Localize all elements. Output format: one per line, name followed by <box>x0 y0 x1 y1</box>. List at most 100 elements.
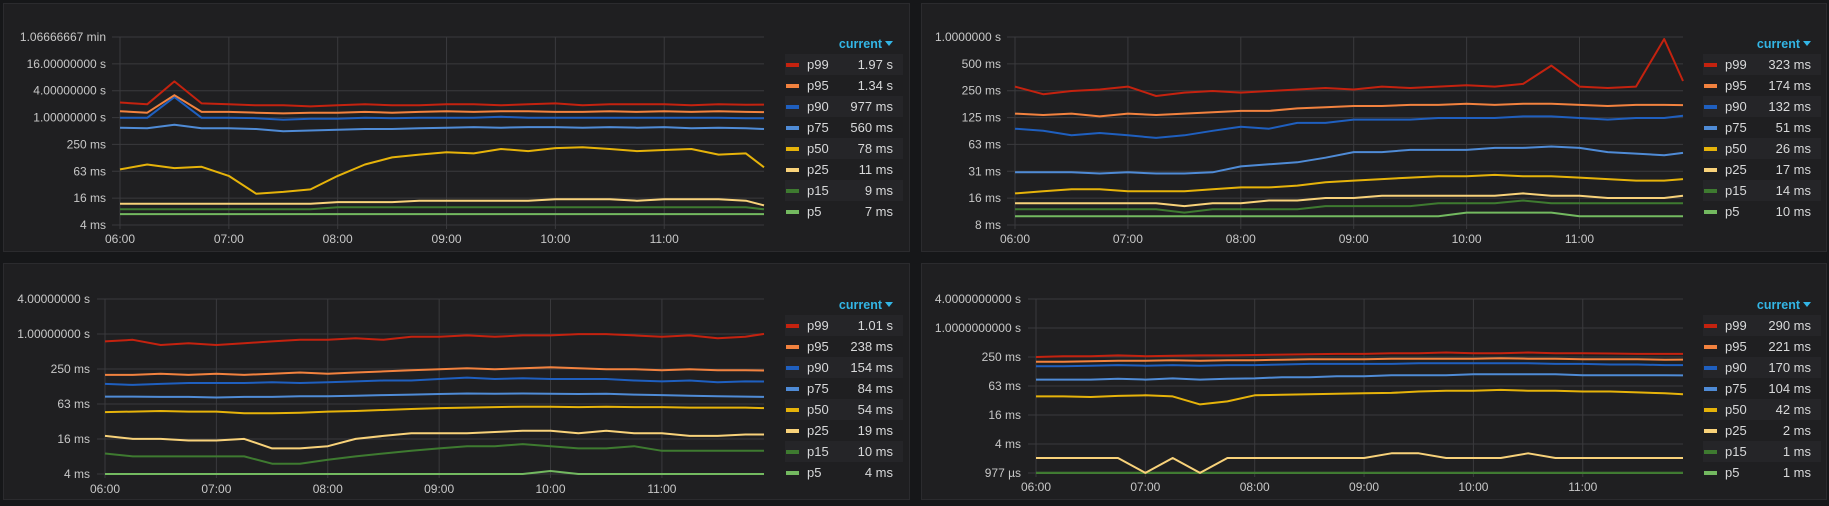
legend-series-name: p15 <box>807 183 829 198</box>
legend-current-value: 78 ms <box>857 141 893 156</box>
legend-item-p90[interactable]: p90 154 ms <box>785 357 903 378</box>
y-tick-label: 16 ms <box>73 191 106 205</box>
legend-item-p95[interactable]: p95 174 ms <box>1703 75 1821 96</box>
legend-item-p15[interactable]: p15 14 ms <box>1703 180 1821 201</box>
legend-sort-current-button[interactable]: current <box>785 295 903 315</box>
legend-item-p25[interactable]: p25 17 ms <box>1703 159 1821 180</box>
legend-item-p99[interactable]: p99 1.01 s <box>785 315 903 336</box>
x-tick-label: 06:00 <box>1021 480 1051 494</box>
legend-current-value: 10 ms <box>857 444 893 459</box>
y-tick-label: 1.0000000000 s <box>935 321 1021 335</box>
series-color-swatch-icon <box>786 470 799 475</box>
series-line-p25 <box>104 429 764 450</box>
y-tick-label: 16 ms <box>968 191 1001 205</box>
legend-item-p5[interactable]: p5 7 ms <box>785 201 903 222</box>
legend-item-p90[interactable]: p90 132 ms <box>1703 96 1821 117</box>
y-tick-label: 4 ms <box>80 218 106 232</box>
series-line-p99 <box>104 332 765 346</box>
series-line-p99 <box>119 80 765 108</box>
x-tick-label: 11:00 <box>1568 480 1597 494</box>
series-line-p50 <box>104 405 765 415</box>
series-color-swatch-icon <box>786 167 799 172</box>
legend-item-p50[interactable]: p50 54 ms <box>785 399 903 420</box>
y-tick-label: 8 ms <box>975 218 1001 232</box>
chart-svg: 4.0000000000 s 1.0000000000 s 250 ms 63 ms 1… <box>935 292 1684 494</box>
x-tick-label: 06:00 <box>1000 232 1030 246</box>
legend-header-label: current <box>838 298 882 312</box>
legend-item-p50[interactable]: p50 42 ms <box>1703 399 1821 420</box>
x-tick-label: 07:00 <box>1113 232 1143 246</box>
legend-item-p15[interactable]: p15 10 ms <box>785 441 903 462</box>
series-line-p25 <box>120 198 765 207</box>
legend-item-p90[interactable]: p90 170 ms <box>1703 357 1821 378</box>
legend-header-label: current <box>838 37 882 51</box>
legend-header-label: current <box>1756 37 1800 51</box>
x-tick-label: 10:00 <box>1452 232 1482 246</box>
series-color-swatch-icon <box>1704 104 1717 109</box>
legend-sort-current-button[interactable]: current <box>1703 295 1821 315</box>
y-tick-label: 31 ms <box>968 164 1001 178</box>
series-color-swatch-icon <box>1704 167 1717 172</box>
legend-item-p95[interactable]: p95 1.34 s <box>785 75 903 96</box>
legend-current-value: 84 ms <box>857 381 893 396</box>
series-color-swatch-icon <box>1704 62 1717 67</box>
legend-item-p25[interactable]: p25 11 ms <box>785 159 903 180</box>
legend-series-name: p5 <box>807 465 822 480</box>
legend-current-value: 2 ms <box>1782 423 1811 438</box>
legend-item-p75[interactable]: p75 51 ms <box>1703 117 1821 138</box>
legend-series-name: p90 <box>807 360 829 375</box>
legend-current-value: 104 ms <box>1768 381 1811 396</box>
legend-item-p5[interactable]: p5 1 ms <box>1703 462 1821 483</box>
legend-item-p75[interactable]: p75 84 ms <box>785 378 903 399</box>
series-line-p95 <box>1036 357 1684 363</box>
legend-item-p90[interactable]: p90 977 ms <box>785 96 903 117</box>
series-color-swatch-icon <box>786 209 799 214</box>
series-color-swatch-icon <box>786 344 799 349</box>
legend-item-p99[interactable]: p99 290 ms <box>1703 315 1821 336</box>
chart-svg: 4.00000000 s 1.00000000 s 250 ms 63 ms 16 ms… <box>17 292 765 496</box>
legend: current p99 323 ms p95 174 ms p90 132 ms p75 51 … <box>1703 34 1821 222</box>
legend-item-p25[interactable]: p25 2 ms <box>1703 420 1821 441</box>
series-line-p90 <box>120 96 764 121</box>
legend-item-p95[interactable]: p95 221 ms <box>1703 336 1821 357</box>
series-line-p90 <box>1036 362 1683 368</box>
legend-current-value: 51 ms <box>1775 120 1811 135</box>
legend-current-value: 17 ms <box>1775 162 1811 177</box>
legend-item-p95[interactable]: p95 238 ms <box>785 336 903 357</box>
series-line-p90 <box>104 376 765 386</box>
legend-item-p25[interactable]: p25 19 ms <box>785 420 903 441</box>
legend-item-p5[interactable]: p5 4 ms <box>785 462 903 483</box>
legend: current p99 290 ms p95 221 ms p90 170 ms p75 104… <box>1703 295 1821 483</box>
legend-item-p50[interactable]: p50 26 ms <box>1703 138 1821 159</box>
series-color-swatch-icon <box>1704 470 1717 475</box>
legend-item-p75[interactable]: p75 560 ms <box>785 117 903 138</box>
y-tick-label: 4 ms <box>995 437 1021 451</box>
legend-sort-current-button[interactable]: current <box>785 34 903 54</box>
legend-current-value: 9 ms <box>864 183 893 198</box>
latency-panel-top-left: 1.06666667 min 16.00000000 s 4.00000000 s 1… <box>3 3 910 252</box>
legend-sort-current-button[interactable]: current <box>1703 34 1821 54</box>
series-line-p90 <box>1014 114 1684 139</box>
series-line-p50 <box>1014 173 1684 195</box>
x-tick-label: 07:00 <box>1130 480 1160 494</box>
series-color-swatch-icon <box>786 125 799 130</box>
x-tick-label: 08:00 <box>1226 232 1256 246</box>
y-tick-label: 977 µs <box>985 466 1021 480</box>
series-line-p99 <box>1014 38 1684 97</box>
legend-item-p50[interactable]: p50 78 ms <box>785 138 903 159</box>
series-line-p25 <box>1036 452 1683 474</box>
legend-item-p15[interactable]: p15 9 ms <box>785 180 903 201</box>
x-tick-label: 08:00 <box>313 482 343 496</box>
series-line-p95 <box>1014 102 1684 118</box>
y-tick-label: 500 ms <box>962 57 1001 71</box>
legend-item-p99[interactable]: p99 1.97 s <box>785 54 903 75</box>
x-tick-label: 06:00 <box>105 232 135 246</box>
legend-item-p5[interactable]: p5 10 ms <box>1703 201 1821 222</box>
y-tick-label: 1.00000000 s <box>17 327 90 341</box>
x-tick-label: 09:00 <box>1339 232 1369 246</box>
legend-series-name: p95 <box>807 339 829 354</box>
legend-item-p99[interactable]: p99 323 ms <box>1703 54 1821 75</box>
legend-item-p15[interactable]: p15 1 ms <box>1703 441 1821 462</box>
legend-item-p75[interactable]: p75 104 ms <box>1703 378 1821 399</box>
legend-current-value: 11 ms <box>858 162 893 177</box>
